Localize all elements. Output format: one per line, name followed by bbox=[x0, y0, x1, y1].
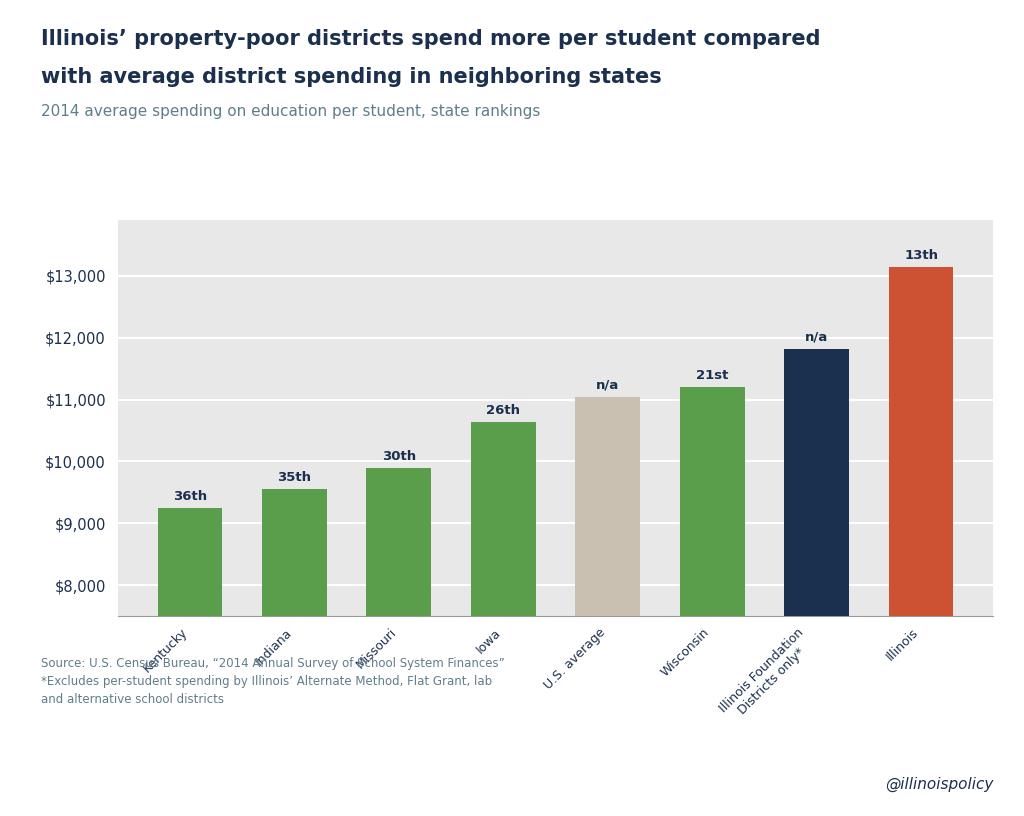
Bar bbox=[471, 422, 536, 816]
Text: 21st: 21st bbox=[696, 370, 728, 383]
Text: Illinois’ property-poor districts spend more per student compared: Illinois’ property-poor districts spend … bbox=[41, 29, 820, 49]
Text: @illinoispolicy: @illinoispolicy bbox=[885, 776, 993, 792]
Bar bbox=[575, 397, 640, 816]
Text: n/a: n/a bbox=[805, 331, 828, 344]
Bar bbox=[680, 388, 744, 816]
Bar bbox=[158, 508, 222, 816]
Text: n/a: n/a bbox=[596, 379, 620, 392]
Text: 30th: 30th bbox=[382, 450, 416, 463]
Text: 35th: 35th bbox=[278, 471, 311, 484]
Text: 13th: 13th bbox=[904, 249, 938, 262]
Text: with average district spending in neighboring states: with average district spending in neighb… bbox=[41, 67, 662, 87]
Text: 26th: 26th bbox=[486, 404, 520, 417]
Bar bbox=[784, 349, 849, 816]
Bar bbox=[889, 267, 953, 816]
Bar bbox=[262, 489, 327, 816]
Text: 2014 average spending on education per student, state rankings: 2014 average spending on education per s… bbox=[41, 104, 541, 119]
Text: 36th: 36th bbox=[173, 490, 207, 503]
Bar bbox=[367, 468, 431, 816]
Text: Source: U.S. Census Bureau, “2014 Annual Survey of School System Finances”
*Excl: Source: U.S. Census Bureau, “2014 Annual… bbox=[41, 657, 505, 706]
